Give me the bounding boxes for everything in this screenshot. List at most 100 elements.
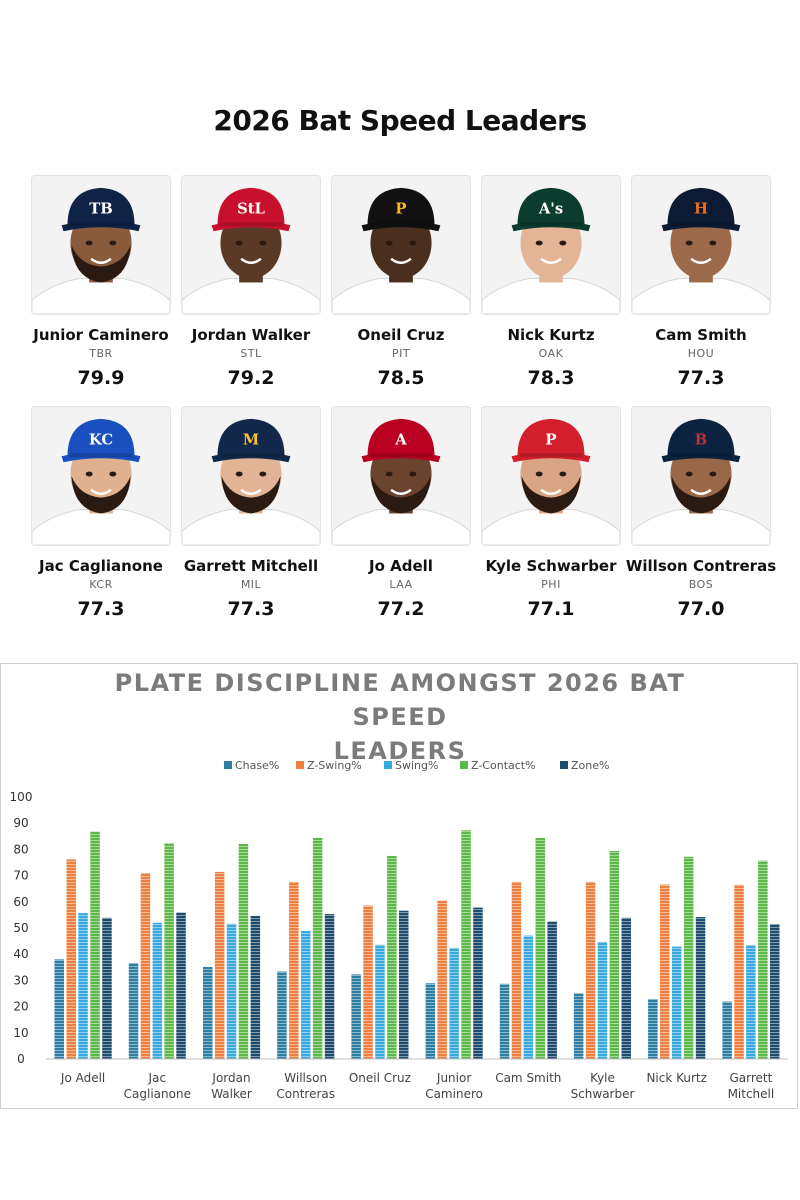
player-team: TBR [89,347,113,360]
bar [499,983,510,1059]
player-name: Nick Kurtz [507,326,595,344]
player-card: StL Jordan Walker STL 79.2 [181,175,321,389]
bar [375,944,385,1059]
bar [102,917,112,1059]
bar [277,971,287,1059]
bar [176,912,186,1059]
bar [66,859,76,1059]
team-logo-icon: StL [237,200,265,217]
player-headshot-icon: M [182,407,320,545]
bar [238,843,249,1059]
player-card: P Oneil Cruz PIT 78.5 [331,175,471,389]
player-name: Jo Adell [369,557,433,575]
team-logo-icon: B [695,431,707,448]
y-tick-label: 60 [13,895,28,909]
bat-speed-value: 77.3 [227,598,275,620]
chart-canvas: 0 10 20 30 40 50 60 70 80 90 100 Chase% Z-Swing% Swin… [10,759,788,1101]
bar [152,922,163,1059]
player-team: BOS [688,578,714,591]
y-tick-label: 10 [13,1026,28,1040]
player-team: KCR [89,578,113,591]
player-card-grid: TB Junior Caminero TBR 79.9 StL Jordan Walke… [31,175,776,620]
bar [54,959,64,1059]
bar [164,843,174,1059]
player-headshot-icon: A's [482,176,620,314]
team-logo-icon: M [243,431,259,448]
bar [547,921,557,1059]
player-photo: H [631,175,771,315]
bar [722,1001,732,1059]
team-logo-icon: H [694,200,708,217]
bar [473,907,483,1059]
x-tick-label: Oneil Cruz [349,1071,411,1085]
bar [746,945,756,1059]
player-headshot-icon: P [482,407,620,545]
player-team: HOU [687,347,715,360]
legend-label: Zone% [571,759,609,772]
team-logo-icon: P [395,200,406,217]
player-team: OAK [538,347,564,360]
bar [461,830,471,1059]
team-logo-icon: KC [89,431,113,448]
bar [140,873,151,1059]
bar [648,999,658,1059]
player-team: LAA [389,578,413,591]
y-tick-label: 50 [13,921,28,935]
bar [734,884,744,1059]
player-name: Willson Contreras [625,557,777,575]
bar [425,983,436,1059]
bar [312,837,323,1059]
bat-speed-value: 78.3 [527,367,575,389]
player-photo: B [631,406,771,546]
legend-swatch [560,761,568,769]
x-tick-label: Junior Caminero [425,1071,483,1101]
bat-speed-value: 77.0 [677,598,725,620]
bar [449,947,459,1059]
player-team: MIL [240,578,262,591]
chart-title-line-1: PLATE DISCIPLINE AMONGST 2026 BAT SPEED [114,669,686,731]
bar [214,871,225,1059]
bar [324,914,335,1059]
player-card: M Garrett Mitchell MIL 77.3 [181,406,321,620]
player-headshot-icon: B [632,407,770,545]
bar [90,831,100,1059]
team-logo-icon: TB [89,200,112,217]
player-photo: P [481,406,621,546]
y-tick-label: 70 [13,869,28,883]
x-tick-label: Willson Contreras [276,1071,335,1101]
bar [128,963,139,1059]
player-photo: M [181,406,321,546]
legend-label: Swing% [395,759,438,772]
x-tick-label: Cam Smith [495,1071,561,1085]
bar [573,993,584,1059]
bar [535,837,545,1059]
player-headshot-icon: StL [182,176,320,314]
legend-swatch [384,761,392,769]
player-name: Oneil Cruz [357,326,445,344]
bar [387,855,397,1059]
x-tick-label: Kyle Schwarber [571,1071,635,1101]
player-card: B Willson Contreras BOS 77.0 [626,406,776,620]
bar [289,881,299,1059]
bat-speed-value: 79.9 [77,367,125,389]
player-team: PHI [541,578,561,591]
player-name: Jordan Walker [191,326,311,344]
player-card: A Jo Adell LAA 77.2 [331,406,471,620]
legend-swatch [224,761,232,769]
player-headshot-icon: KC [32,407,170,545]
page-title: 2026 Bat Speed Leaders [213,104,587,137]
y-tick-label: 30 [13,973,28,987]
bar [203,967,213,1059]
player-name: Junior Caminero [33,326,169,344]
player-card: H Cam Smith HOU 77.3 [631,175,771,389]
player-photo: A's [481,175,621,315]
bat-speed-value: 77.2 [377,598,425,620]
bar [597,941,608,1059]
player-card: TB Junior Caminero TBR 79.9 [31,175,171,389]
legend-label: Chase% [235,759,279,772]
y-tick-label: 20 [13,1000,28,1014]
player-team: STL [240,347,262,360]
x-tick-label: Jac Caglianone [124,1071,191,1101]
bar [399,910,409,1059]
player-headshot-icon: A [332,407,470,545]
